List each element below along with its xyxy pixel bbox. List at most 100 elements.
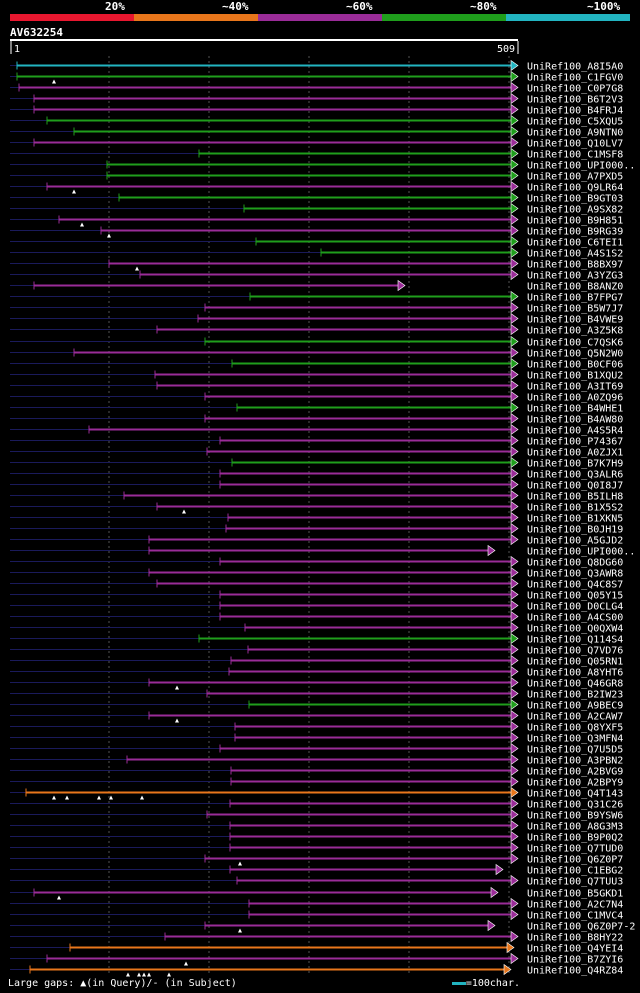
hit-arrow-46: [510, 555, 519, 568]
hit-label-15: UniRef100_B9H851: [527, 216, 623, 227]
hit-arrow-17: [510, 235, 519, 248]
gap-marker-76-1: [57, 895, 61, 900]
hit-label-30: UniRef100_A3IT69: [527, 382, 623, 393]
hit-label-39: UniRef100_Q0I8J7: [527, 481, 623, 492]
hit-arrow-20: [510, 268, 519, 281]
hit-label-48: UniRef100_Q4C8S7: [527, 580, 623, 591]
gap-marker-15-1: [80, 222, 84, 227]
hit-arrow-24: [510, 312, 519, 325]
hit-label-18: UniRef100_A4S1S2: [527, 249, 623, 260]
hit-arrow-34: [510, 423, 519, 436]
scale-swatch: [451, 981, 466, 985]
hit-arrow-59: [510, 698, 519, 711]
hit-label-71: UniRef100_B9P0Q2: [527, 833, 623, 844]
gap-marker-67-4: [109, 795, 113, 800]
hit-arrow-69: [510, 808, 519, 821]
hit-arrow-62: [510, 731, 519, 744]
hit-arrow-80: [510, 930, 519, 943]
hit-arrow-25: [510, 323, 519, 336]
hit-arrow-35: [510, 434, 519, 447]
hit-arrow-10: [510, 158, 519, 171]
hit-label-6: UniRef100_C5XQU5: [527, 117, 623, 128]
hit-arrow-51: [510, 610, 519, 623]
legend-label-4: ~80%: [470, 0, 497, 13]
gap-marker-67-3: [97, 795, 101, 800]
hit-label-10: UniRef100_UPI000..: [527, 161, 635, 172]
hit-label-27: UniRef100_Q5N2W0: [527, 349, 623, 360]
hit-arrow-47: [510, 566, 519, 579]
hit-arrow-33: [510, 412, 519, 425]
hit-arrow-2: [510, 70, 519, 83]
hit-label-54: UniRef100_Q7VD76: [527, 646, 623, 657]
hit-label-83: UniRef100_Q4RZ84: [527, 966, 623, 977]
hit-label-53: UniRef100_Q114S4: [527, 635, 623, 646]
gap-marker-83-5: [167, 972, 171, 977]
hit-label-8: UniRef100_Q10LV7: [527, 139, 623, 150]
hit-label-61: UniRef100_Q8YXF5: [527, 723, 623, 734]
identity-legend: 20% ~40% ~60% ~80% ~100%: [10, 0, 630, 22]
hit-arrow-21: [397, 279, 406, 292]
ruler-start-label: 1: [14, 44, 20, 55]
gap-marker-57-1: [175, 685, 179, 690]
scale-label: =100char.: [465, 978, 520, 989]
gap-marker-60-1: [175, 718, 179, 723]
hit-arrow-14: [510, 202, 519, 215]
hit-arrow-23: [510, 301, 519, 314]
hit-arrow-11: [510, 169, 519, 182]
hit-label-72: UniRef100_Q7TUD0: [527, 844, 623, 855]
footer-gap-legend: Large gaps: ▲(in Query)/- (in Subject): [8, 978, 237, 989]
hit-arrow-16: [510, 224, 519, 237]
hit-arrow-72: [510, 841, 519, 854]
hit-arrow-67: [510, 786, 519, 799]
hit-label-13: UniRef100_B9GT03: [527, 194, 623, 205]
hit-label-63: UniRef100_Q7U5D5: [527, 745, 623, 756]
hit-label-79: UniRef100_Q6Z0P7-2: [527, 922, 635, 933]
hit-arrow-68: [510, 797, 519, 810]
hit-label-51: UniRef100_A4CS00: [527, 613, 623, 624]
hit-label-74: UniRef100_C1EBG2: [527, 866, 623, 877]
legend-label-1: 20%: [105, 0, 125, 13]
hit-arrow-70: [510, 819, 519, 832]
gap-marker-83-4: [147, 972, 151, 977]
gap-marker-79-1: [238, 928, 242, 933]
hit-arrow-3: [510, 81, 519, 94]
query-title: AV632254: [10, 26, 63, 39]
hit-arrow-79: [487, 919, 496, 932]
hit-label-43: UniRef100_B0JH19: [527, 525, 623, 536]
gap-marker-83-2: [137, 972, 141, 977]
hit-label-52: UniRef100_Q0QXW4: [527, 624, 623, 635]
hit-label-68: UniRef100_Q31C26: [527, 800, 623, 811]
hit-arrow-64: [510, 753, 519, 766]
hit-label-29: UniRef100_B1XQU2: [527, 371, 623, 382]
hit-label-75: UniRef100_Q7TUU3: [527, 877, 623, 888]
hit-label-57: UniRef100_Q46GR8: [527, 679, 623, 690]
gap-marker-12-1: [72, 189, 76, 194]
hit-arrow-7: [510, 125, 519, 138]
legend-label-2: ~40%: [222, 0, 249, 13]
hit-label-38: UniRef100_Q3ALR6: [527, 470, 623, 481]
hit-arrow-75: [510, 874, 519, 887]
hit-arrow-57: [510, 676, 519, 689]
hit-label-67: UniRef100_Q4T143: [527, 789, 623, 800]
hit-label-12: UniRef100_Q9LR64: [527, 183, 623, 194]
legend-segment-4: [382, 14, 506, 21]
hit-arrow-42: [510, 511, 519, 524]
hit-label-73: UniRef100_Q6Z0P7: [527, 855, 623, 866]
hit-label-32: UniRef100_B4WHE1: [527, 404, 623, 415]
hit-arrow-82: [510, 952, 519, 965]
hit-arrow-48: [510, 577, 519, 590]
hit-label-31: UniRef100_A0ZQ96: [527, 393, 623, 404]
hit-label-66: UniRef100_A2BPY9: [527, 778, 623, 789]
hit-label-3: UniRef100_C0P7G8: [527, 84, 623, 95]
hit-label-1: UniRef100_A8I5A0: [527, 62, 623, 73]
hit-label-35: UniRef100_P74367: [527, 437, 623, 448]
hit-arrow-45: [487, 544, 496, 557]
gap-marker-41-1: [182, 509, 186, 514]
hit-arrow-32: [510, 401, 519, 414]
hit-label-22: UniRef100_B7FPG7: [527, 293, 623, 304]
hit-arrow-30: [510, 379, 519, 392]
gap-marker-67-2: [65, 795, 69, 800]
gap-marker-67-1: [52, 795, 56, 800]
hit-arrow-76: [490, 886, 499, 899]
